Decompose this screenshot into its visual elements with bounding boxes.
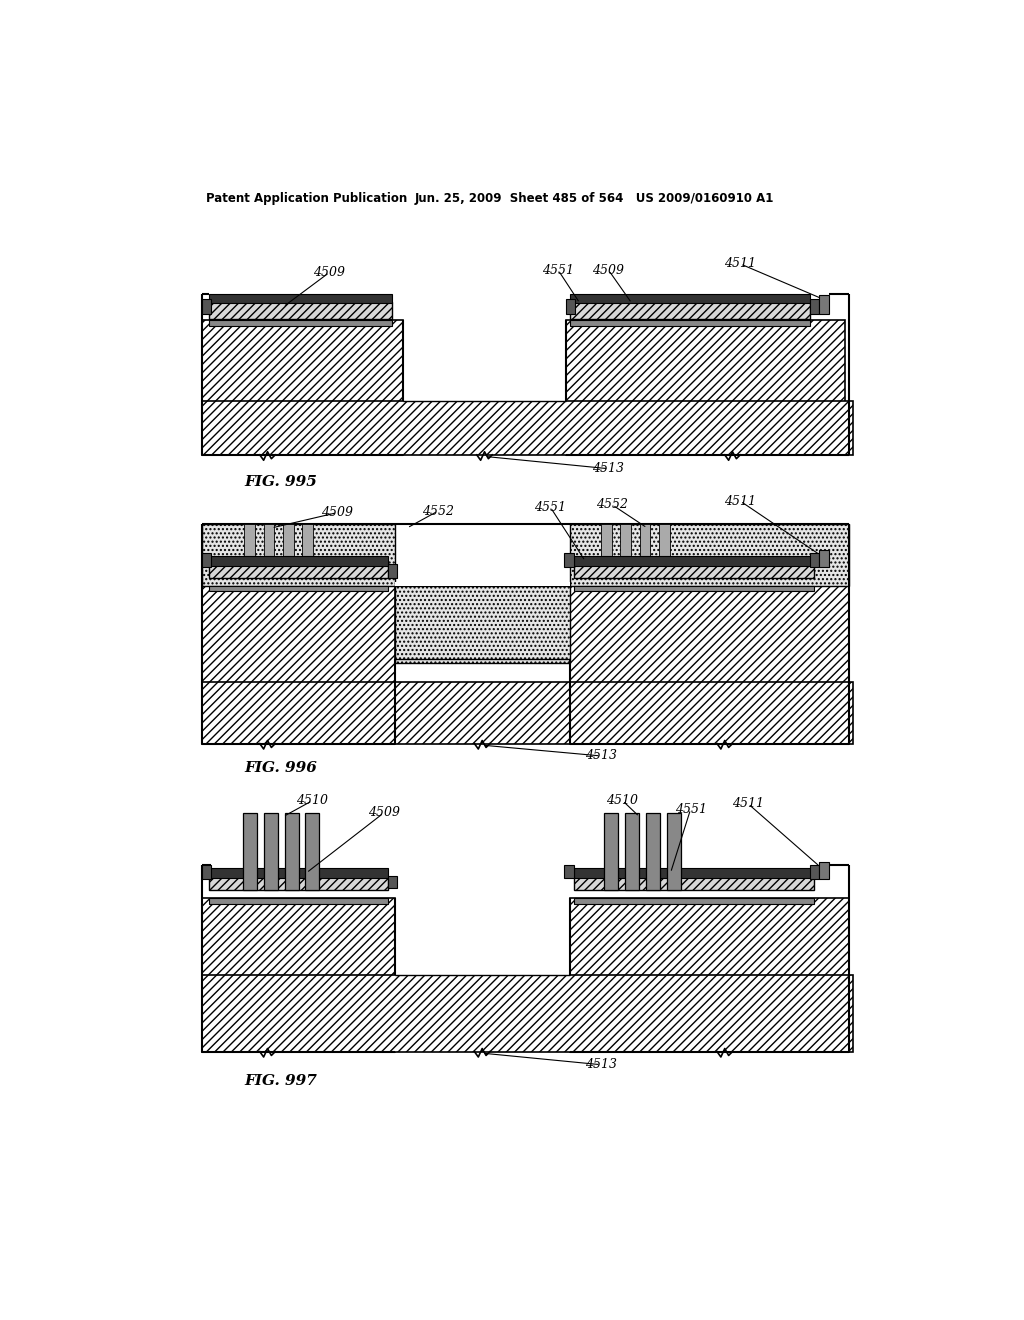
Bar bbox=[569, 294, 810, 304]
Bar bbox=[573, 869, 814, 878]
Bar bbox=[569, 898, 849, 1052]
Text: 4509: 4509 bbox=[368, 807, 399, 820]
Bar bbox=[202, 553, 211, 568]
Bar bbox=[640, 524, 650, 578]
Bar bbox=[564, 553, 573, 568]
Bar bbox=[202, 866, 211, 879]
Text: 4511: 4511 bbox=[724, 495, 757, 508]
Text: 4509: 4509 bbox=[593, 264, 625, 277]
Bar bbox=[573, 564, 814, 578]
Bar bbox=[604, 813, 617, 890]
Bar bbox=[202, 974, 853, 1052]
Bar bbox=[283, 524, 294, 578]
Text: 4511: 4511 bbox=[724, 257, 757, 271]
Text: Patent Application Publication: Patent Application Publication bbox=[206, 191, 407, 205]
Bar bbox=[305, 813, 319, 890]
Bar bbox=[395, 582, 569, 586]
Bar bbox=[573, 898, 814, 904]
Bar bbox=[243, 813, 257, 890]
Text: 4552: 4552 bbox=[422, 504, 454, 517]
Text: 4510: 4510 bbox=[297, 795, 329, 807]
Bar bbox=[209, 294, 391, 304]
Bar bbox=[388, 564, 397, 578]
Bar bbox=[202, 524, 395, 586]
Bar bbox=[658, 524, 670, 578]
Bar bbox=[667, 813, 681, 890]
Bar bbox=[202, 586, 395, 743]
Bar bbox=[263, 524, 274, 578]
Bar bbox=[625, 813, 639, 890]
Bar bbox=[569, 302, 810, 318]
Bar bbox=[202, 401, 853, 455]
Bar bbox=[302, 524, 313, 578]
Text: FIG. 996: FIG. 996 bbox=[245, 762, 317, 775]
Bar bbox=[209, 557, 388, 566]
Bar bbox=[810, 866, 819, 879]
Bar bbox=[566, 298, 575, 314]
Text: 4552: 4552 bbox=[596, 499, 629, 511]
Bar bbox=[569, 586, 849, 743]
Bar bbox=[601, 524, 611, 578]
Bar bbox=[819, 550, 828, 568]
Text: 4551: 4551 bbox=[675, 803, 707, 816]
Text: 4509: 4509 bbox=[313, 265, 345, 279]
Bar bbox=[202, 298, 211, 314]
Text: 4513: 4513 bbox=[593, 462, 625, 475]
Bar bbox=[202, 321, 403, 455]
Bar bbox=[209, 564, 388, 578]
Bar bbox=[245, 524, 255, 578]
Bar bbox=[819, 862, 828, 879]
Bar bbox=[810, 553, 819, 568]
Text: Jun. 25, 2009  Sheet 485 of 564   US 2009/0160910 A1: Jun. 25, 2009 Sheet 485 of 564 US 2009/0… bbox=[415, 191, 774, 205]
Text: 4551: 4551 bbox=[535, 500, 566, 513]
Bar bbox=[819, 296, 828, 314]
Text: FIG. 997: FIG. 997 bbox=[245, 1074, 317, 1088]
Bar bbox=[646, 813, 659, 890]
Bar bbox=[569, 524, 849, 586]
Bar bbox=[566, 321, 845, 455]
Bar bbox=[209, 586, 388, 591]
Bar bbox=[209, 302, 391, 318]
Bar bbox=[209, 869, 388, 878]
Bar bbox=[810, 298, 819, 314]
Text: 4510: 4510 bbox=[606, 795, 638, 807]
Bar bbox=[573, 876, 814, 890]
Bar bbox=[395, 586, 569, 663]
Text: 4551: 4551 bbox=[542, 264, 574, 277]
Text: 4511: 4511 bbox=[732, 797, 764, 810]
Bar bbox=[263, 813, 278, 890]
Bar bbox=[285, 813, 299, 890]
Bar bbox=[395, 898, 569, 974]
Bar bbox=[202, 898, 395, 1052]
Bar bbox=[573, 557, 814, 566]
Bar bbox=[209, 876, 388, 890]
Bar bbox=[202, 682, 853, 743]
Bar bbox=[403, 321, 566, 401]
Bar bbox=[388, 876, 397, 888]
Bar bbox=[573, 586, 814, 591]
Bar bbox=[564, 866, 573, 878]
Bar bbox=[209, 321, 391, 326]
Text: 4513: 4513 bbox=[585, 750, 616, 763]
Text: 4513: 4513 bbox=[585, 1059, 616, 1072]
Bar bbox=[209, 898, 388, 904]
Bar bbox=[569, 321, 810, 326]
Text: 4509: 4509 bbox=[322, 506, 353, 519]
Text: FIG. 995: FIG. 995 bbox=[245, 475, 317, 488]
Bar bbox=[621, 524, 631, 578]
